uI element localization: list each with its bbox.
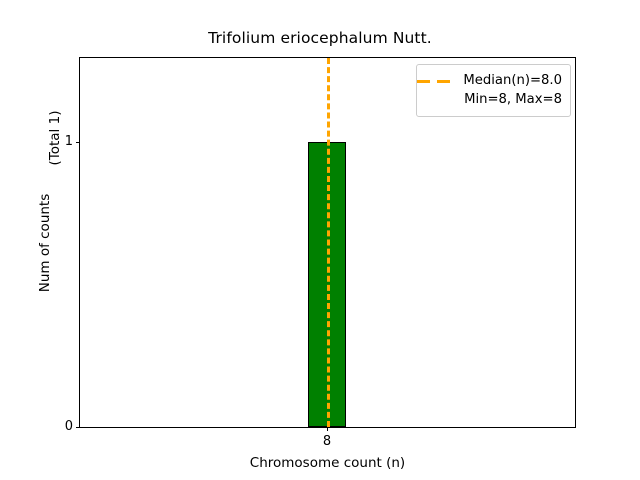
legend: Median(n)=8.0 Min=8, Max=8: [416, 64, 571, 117]
ytick-label-0: 0: [64, 419, 73, 434]
xtick-label-8: 8: [322, 434, 332, 449]
y-axis-label-total: (Total 1): [47, 110, 63, 166]
legend-item-minmax: Min=8, Max=8: [425, 90, 562, 109]
chart-title: Trifolium eriocephalum Nutt.: [208, 29, 432, 47]
ytick-label-1: 1: [64, 134, 73, 149]
plot-area: Median(n)=8.0 Min=8, Max=8: [76, 57, 576, 431]
legend-item-median: Median(n)=8.0: [417, 71, 562, 90]
ytick-mark-0: [76, 427, 80, 428]
legend-label-median: Median(n)=8.0: [463, 73, 562, 88]
xtick-mark-8: [327, 427, 328, 431]
legend-label-minmax: Min=8, Max=8: [464, 92, 562, 107]
median-line: [327, 58, 330, 427]
ytick-mark-1: [76, 142, 80, 143]
dashed-line-icon: [416, 73, 454, 89]
x-axis-label: Chromosome count (n): [249, 455, 406, 471]
